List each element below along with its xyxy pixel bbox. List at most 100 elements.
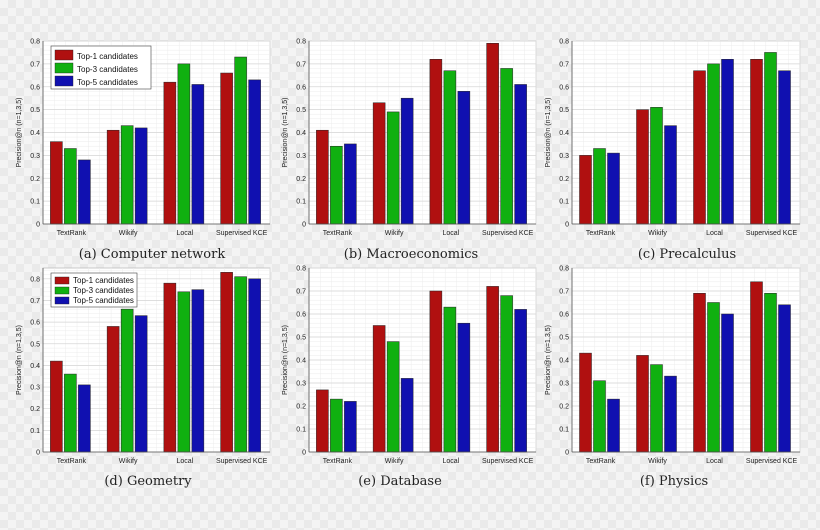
bar — [120, 308, 134, 453]
bar — [372, 102, 386, 225]
y-axis-label: Precision@n (n=1,3,5) — [282, 98, 289, 168]
legend-swatch — [54, 276, 70, 285]
y-tick-label: 0.3 — [296, 153, 306, 160]
x-tick-label: Local — [177, 230, 194, 237]
x-tick-label: Supervised KCE — [746, 458, 798, 465]
y-tick-label: 0.5 — [559, 107, 569, 114]
y-tick-label: 0.5 — [296, 335, 306, 342]
bar — [486, 43, 499, 225]
y-tick-label: 0.7 — [296, 61, 306, 68]
bar — [750, 59, 763, 225]
chart-panel-e: 0 0.1 0.2 0.3 0.4 0.5 0.6 0.7 0.8 Precision@n (n=… — [282, 266, 537, 465]
bar — [220, 272, 233, 453]
bar — [457, 91, 471, 225]
bar — [134, 127, 148, 225]
y-axis-label: Precision@n (n=1,3,5) — [282, 325, 289, 395]
y-tick-label: 0.2 — [296, 404, 306, 411]
bar — [248, 278, 261, 453]
bar — [234, 276, 247, 453]
bar — [443, 70, 457, 225]
bar — [386, 111, 400, 225]
y-tick-label: 0.7 — [30, 298, 40, 305]
y-axis-label: Precision@n (n=1,3,5) — [16, 325, 23, 395]
y-tick-label: 0.8 — [30, 39, 40, 46]
panel-caption: (f) Physics — [640, 474, 708, 489]
panel-caption: (e) Database — [358, 474, 442, 489]
bar — [220, 72, 233, 225]
y-tick-label: 0.1 — [30, 428, 40, 435]
bar — [344, 401, 357, 453]
x-tick-label: Wikify — [385, 458, 404, 465]
y-tick-label: 0 — [302, 222, 306, 229]
y-tick-label: 0.8 — [559, 266, 569, 273]
bar — [78, 159, 91, 225]
legend-label: Top-5 candidates — [73, 296, 134, 305]
chart-panel-a: 0 0.1 0.2 0.3 0.4 0.5 0.6 0.7 0.8 Precision@n (n=… — [16, 39, 271, 237]
bar — [457, 322, 471, 453]
bar — [64, 373, 77, 453]
bar — [429, 59, 443, 225]
legend: Top-1 candidates Top-3 candidates Top-5 ca… — [50, 45, 152, 90]
legend-swatch — [54, 296, 70, 305]
y-tick-label: 0.2 — [30, 406, 40, 413]
bar — [177, 63, 191, 225]
legend-label: Top-3 candidates — [77, 65, 138, 74]
bar — [316, 129, 329, 225]
legend-swatch — [54, 75, 74, 87]
bar — [707, 302, 720, 453]
bar — [693, 70, 706, 225]
bar — [330, 398, 343, 453]
x-tick-label: Wikify — [385, 230, 404, 237]
panel-caption: (c) Precalculus — [638, 247, 736, 262]
x-tick-label: Supervised KCE — [216, 230, 268, 237]
y-tick-label: 0.4 — [559, 358, 569, 365]
bar — [400, 97, 414, 225]
bar — [607, 152, 620, 225]
y-tick-label: 0.8 — [296, 266, 306, 273]
y-tick-label: 0 — [302, 450, 306, 457]
y-tick-label: 0.1 — [296, 427, 306, 434]
y-tick-label: 0.6 — [296, 84, 306, 91]
x-tick-label: Wikify — [119, 230, 138, 237]
y-tick-label: 0.4 — [30, 130, 40, 137]
x-tick-label: Local — [443, 230, 460, 237]
x-tick-label: TextRank — [323, 230, 353, 237]
y-tick-label: 0.5 — [30, 107, 40, 114]
y-tick-label: 0.3 — [559, 153, 569, 160]
y-tick-label: 0.1 — [559, 427, 569, 434]
y-tick-label: 0.5 — [296, 107, 306, 114]
y-tick-label: 0 — [565, 450, 569, 457]
bar — [344, 143, 357, 225]
bar — [579, 352, 592, 453]
chart-panel-f: 0 0.1 0.2 0.3 0.4 0.5 0.6 0.7 0.8 Precision@n (n=… — [545, 266, 801, 465]
y-tick-label: 0.7 — [30, 61, 40, 68]
legend-label: Top-3 candidates — [73, 286, 134, 295]
legend-swatch — [54, 62, 74, 74]
x-tick-label: Local — [706, 458, 723, 465]
chart-panel-c: 0 0.1 0.2 0.3 0.4 0.5 0.6 0.7 0.8 Precision@n (n=… — [545, 39, 801, 237]
bar — [693, 293, 706, 453]
x-tick-label: Wikify — [648, 230, 667, 237]
bar — [593, 148, 606, 225]
x-tick-label: TextRank — [57, 458, 87, 465]
bar — [514, 84, 527, 225]
y-tick-label: 0.4 — [559, 130, 569, 137]
chart-panel-d: 0 0.1 0.2 0.3 0.4 0.5 0.6 0.7 0.8 Precision@n (n=… — [16, 267, 271, 465]
bar — [191, 84, 205, 225]
bar — [500, 68, 513, 225]
bar — [163, 282, 177, 453]
bar — [593, 380, 606, 453]
y-tick-label: 0.3 — [559, 381, 569, 388]
y-tick-label: 0.7 — [559, 61, 569, 68]
bar — [486, 286, 499, 453]
bar — [50, 141, 63, 225]
y-tick-label: 0.4 — [296, 358, 306, 365]
legend-label: Top-1 candidates — [77, 52, 138, 61]
panel-caption: (d) Geometry — [104, 474, 192, 489]
bar — [50, 360, 63, 453]
bar — [177, 291, 191, 453]
bar — [650, 107, 663, 225]
bar — [191, 289, 205, 453]
bar — [707, 63, 720, 225]
